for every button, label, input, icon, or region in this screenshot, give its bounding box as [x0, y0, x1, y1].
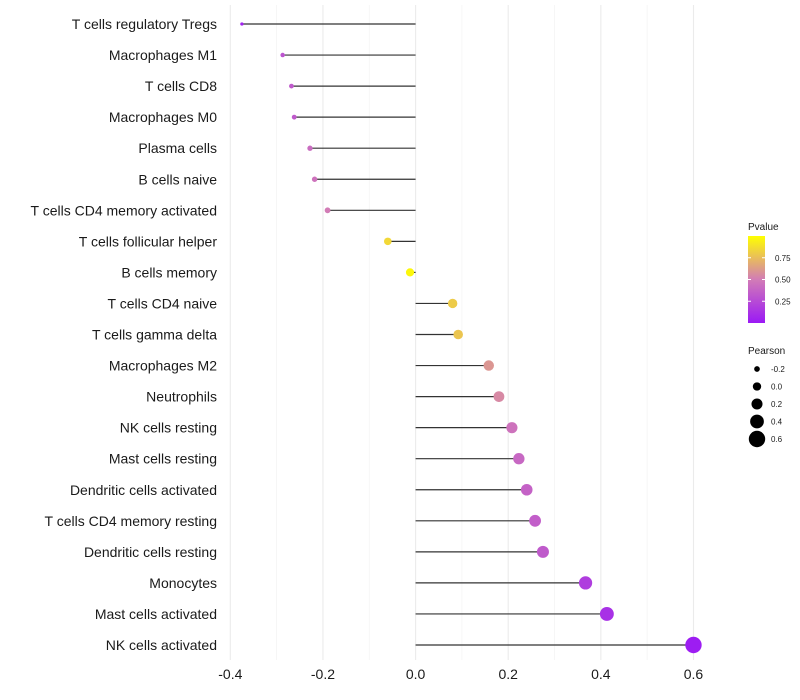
stems: [241, 23, 694, 646]
category-label: NK cells resting: [120, 420, 217, 436]
pvalue-colorbar: [748, 236, 765, 323]
point: [447, 298, 458, 309]
size-key: [748, 430, 766, 448]
point: [240, 22, 244, 26]
point: [529, 514, 541, 527]
size-key: [752, 382, 762, 391]
x-tick-label: -0.4: [218, 666, 242, 682]
point: [291, 114, 297, 120]
colorbar-tick-label: 0.25: [775, 297, 791, 306]
x-tick-label: -0.2: [311, 666, 335, 682]
colorbar-tick-label: 0.50: [775, 276, 791, 285]
category-label: Plasma cells: [138, 140, 217, 156]
size-key: [750, 414, 764, 429]
x-tick-label: 0.2: [498, 666, 518, 682]
point: [483, 360, 494, 371]
category-label: Macrophages M0: [109, 109, 217, 125]
size-key-label: -0.2: [771, 365, 785, 374]
category-label: Monocytes: [149, 575, 217, 591]
point: [520, 483, 533, 496]
category-label: T cells CD4 memory activated: [31, 202, 217, 218]
size-key-label: 0.4: [771, 418, 783, 427]
size-key-label: 0.2: [771, 400, 783, 409]
category-label: Neutrophils: [146, 389, 217, 405]
category-label: T cells CD4 memory resting: [45, 513, 217, 529]
point: [536, 545, 549, 558]
category-label: T cells CD8: [145, 78, 217, 94]
point: [453, 329, 463, 340]
x-axis-ticks: -0.4 -0.2 0.0 0.2 0.4 0.6: [218, 666, 703, 682]
category-label: Macrophages M2: [109, 358, 217, 374]
point: [311, 176, 318, 182]
size-key-label: 0.0: [771, 383, 783, 392]
category-label: Dendritic cells activated: [70, 482, 217, 498]
point: [307, 145, 313, 151]
point: [405, 268, 415, 277]
size-key-label: 0.6: [771, 435, 783, 444]
category-label: Dendritic cells resting: [84, 544, 217, 560]
point: [685, 636, 702, 654]
size-key: [751, 398, 763, 410]
pvalue-legend-title: Pvalue: [748, 222, 779, 233]
x-tick-label: 0.4: [591, 666, 611, 682]
category-label: T cells gamma delta: [92, 327, 217, 343]
point: [289, 83, 294, 89]
point: [280, 52, 285, 58]
category-label: Mast cells activated: [95, 606, 217, 622]
category-labels: T cells regulatory Tregs Macrophages M1 T …: [31, 16, 218, 653]
pearson-legend-title: Pearson: [748, 346, 785, 357]
category-label: Mast cells resting: [109, 451, 217, 467]
colorbar-tick-label: 0.75: [775, 254, 791, 263]
point: [384, 237, 392, 246]
point: [578, 576, 593, 590]
point: [506, 422, 518, 434]
points: [240, 22, 702, 654]
category-label: B cells naive: [138, 171, 217, 187]
size-key: [754, 366, 760, 372]
category-label: NK cells activated: [106, 637, 217, 653]
category-label: B cells memory: [121, 264, 217, 280]
pearson-legend: Pearson -0.2 0.0 0.2 0.4 0.6: [748, 346, 785, 448]
category-label: T cells CD4 naive: [108, 295, 218, 311]
point: [324, 207, 331, 214]
pvalue-legend: Pvalue 0.25 0.50 0.75: [748, 222, 791, 323]
x-tick-label: 0.0: [406, 666, 426, 682]
category-label: T cells follicular helper: [79, 233, 218, 249]
point: [493, 391, 505, 402]
x-tick-label: 0.6: [684, 666, 704, 682]
point: [599, 607, 614, 621]
category-label: Macrophages M1: [109, 47, 217, 63]
point: [513, 453, 525, 465]
category-label: T cells regulatory Tregs: [72, 16, 217, 32]
